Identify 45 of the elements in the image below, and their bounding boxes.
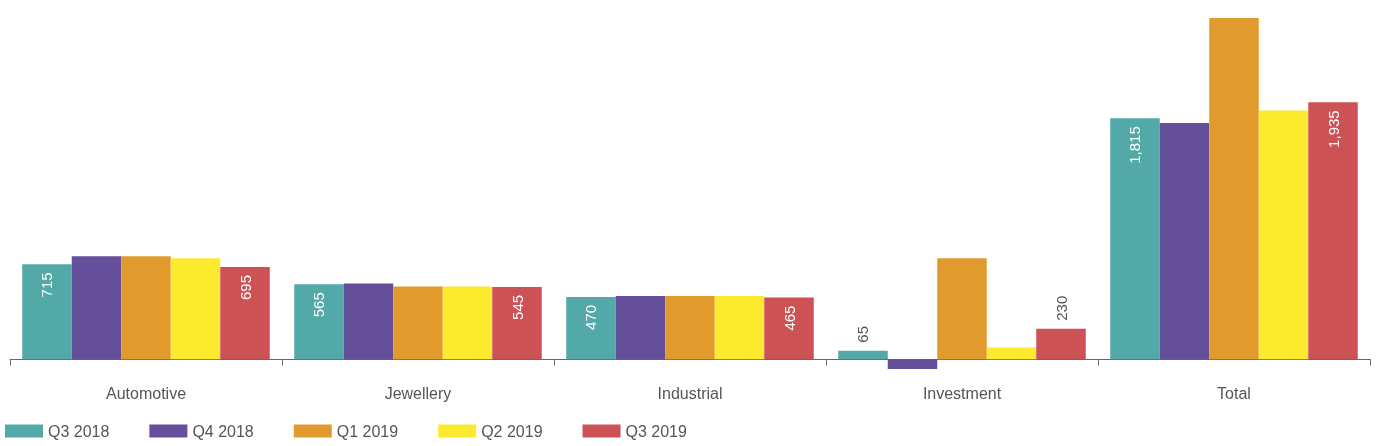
x-tick-label: Jewellery bbox=[384, 384, 452, 402]
bar bbox=[937, 258, 987, 360]
data-label: 715 bbox=[38, 272, 56, 298]
legend-label: Q3 2019 bbox=[625, 422, 688, 440]
bar bbox=[71, 256, 122, 360]
bar bbox=[343, 283, 394, 360]
data-label: 565 bbox=[310, 292, 328, 318]
x-tick-label: Investment bbox=[922, 384, 1002, 402]
data-label: 1,935 bbox=[1324, 110, 1342, 148]
bar bbox=[170, 258, 221, 360]
data-label: 465 bbox=[780, 305, 798, 331]
bar bbox=[1258, 110, 1309, 360]
bar bbox=[566, 296, 616, 360]
bar bbox=[764, 297, 814, 360]
bar bbox=[121, 256, 171, 360]
x-tick-label: Total bbox=[1217, 384, 1251, 402]
data-label: 230 bbox=[1052, 295, 1070, 321]
bar bbox=[393, 286, 443, 360]
bar bbox=[665, 296, 715, 360]
data-label: 545 bbox=[508, 294, 526, 320]
bar bbox=[1159, 123, 1210, 360]
legend-label: Q2 2019 bbox=[481, 422, 543, 440]
bar bbox=[294, 284, 344, 360]
bar bbox=[1110, 118, 1160, 360]
legend-label: Q4 2018 bbox=[192, 422, 254, 440]
data-label: 470 bbox=[582, 304, 600, 330]
data-label: 65 bbox=[854, 325, 872, 343]
bar bbox=[1308, 102, 1358, 360]
bar bbox=[1036, 328, 1086, 360]
data-label: 695 bbox=[236, 275, 254, 301]
bar bbox=[492, 286, 542, 360]
bar bbox=[442, 286, 493, 360]
bar bbox=[220, 267, 270, 360]
bar bbox=[714, 296, 765, 360]
bar bbox=[986, 347, 1037, 360]
bar bbox=[1209, 18, 1259, 360]
legend-label: Q3 2018 bbox=[48, 422, 110, 440]
bar bbox=[838, 350, 888, 360]
legend-label: Q1 2019 bbox=[336, 422, 399, 440]
x-tick-label: Industrial bbox=[657, 384, 723, 402]
bar bbox=[887, 359, 938, 369]
data-label: 1,815 bbox=[1126, 126, 1144, 164]
bar bbox=[22, 264, 72, 360]
x-tick-label: Automotive bbox=[105, 384, 187, 402]
bar bbox=[615, 296, 666, 360]
